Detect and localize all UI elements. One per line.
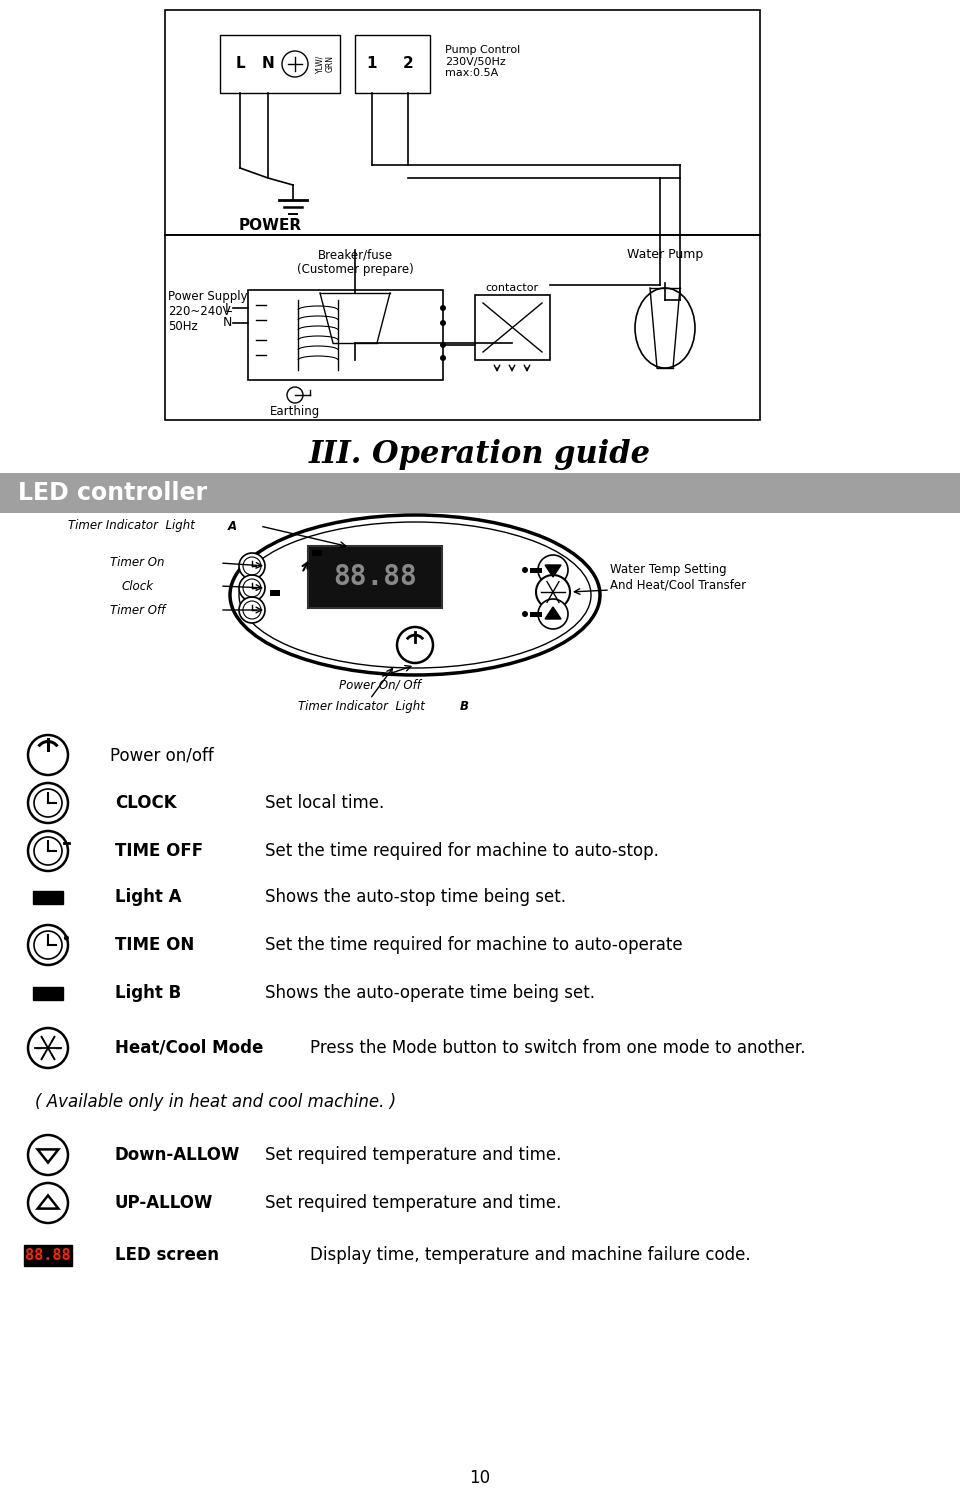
Circle shape [538, 555, 568, 585]
Text: Shows the auto-stop time being set.: Shows the auto-stop time being set. [265, 888, 566, 906]
Text: Water Pump: Water Pump [627, 249, 703, 260]
Text: 1: 1 [367, 57, 377, 72]
Text: Power on/off: Power on/off [110, 746, 214, 763]
Circle shape [239, 575, 265, 600]
Text: Shows the auto-operate time being set.: Shows the auto-operate time being set. [265, 984, 595, 1001]
Text: Set required temperature and time.: Set required temperature and time. [265, 1147, 562, 1165]
Polygon shape [545, 606, 561, 618]
Text: 88.88: 88.88 [25, 1247, 71, 1262]
Bar [530, 612, 542, 617]
Text: L: L [235, 57, 245, 72]
Text: Timer Indicator  Light: Timer Indicator Light [298, 701, 428, 713]
Text: N: N [223, 316, 232, 329]
Bar [312, 549, 322, 555]
Bar [33, 987, 63, 1000]
Text: Earthing: Earthing [270, 406, 320, 418]
Ellipse shape [230, 515, 600, 675]
Text: contactor: contactor [486, 283, 539, 293]
Text: POWER: POWER [238, 217, 301, 232]
Text: Timer Off: Timer Off [110, 603, 165, 617]
FancyBboxPatch shape [308, 546, 442, 608]
Text: LED controller: LED controller [18, 481, 207, 504]
Circle shape [522, 567, 528, 573]
Text: N: N [262, 57, 275, 72]
Text: ( Available only in heat and cool machine. ): ( Available only in heat and cool machin… [35, 1093, 396, 1111]
Text: UP-ALLOW: UP-ALLOW [115, 1195, 213, 1213]
Text: TIME ON: TIME ON [115, 936, 194, 954]
Text: 2: 2 [402, 57, 414, 72]
Text: Power On/ Off: Power On/ Off [339, 678, 420, 692]
Text: L: L [225, 301, 232, 314]
Text: Heat/Cool Mode: Heat/Cool Mode [115, 1039, 263, 1057]
Text: Press the Mode button to switch from one mode to another.: Press the Mode button to switch from one… [310, 1039, 805, 1057]
Bar [24, 1244, 72, 1265]
Circle shape [522, 611, 528, 617]
Text: B: B [460, 701, 469, 713]
Circle shape [239, 552, 265, 579]
Text: 10: 10 [469, 1469, 491, 1487]
Text: Set required temperature and time.: Set required temperature and time. [265, 1195, 562, 1213]
Circle shape [440, 320, 446, 326]
Bar [530, 567, 542, 573]
Text: III. Operation guide: III. Operation guide [309, 440, 651, 470]
Polygon shape [545, 564, 561, 576]
Text: Clock: Clock [122, 579, 154, 593]
Circle shape [538, 599, 568, 629]
Text: Pump Control
230V/50Hz
max:0.5A: Pump Control 230V/50Hz max:0.5A [445, 45, 520, 78]
Text: Timer Indicator  Light: Timer Indicator Light [68, 519, 199, 533]
Bar [33, 891, 63, 904]
Text: Light B: Light B [115, 984, 181, 1001]
Text: Power Supply
220~240V
50Hz: Power Supply 220~240V 50Hz [168, 290, 248, 332]
Text: Breaker/fuse
(Customer prepare): Breaker/fuse (Customer prepare) [297, 249, 414, 275]
Text: LED screen: LED screen [115, 1246, 219, 1263]
Text: Set local time.: Set local time. [265, 793, 384, 811]
Bar [270, 590, 280, 596]
FancyBboxPatch shape [0, 473, 960, 513]
Circle shape [64, 936, 69, 940]
Text: Down-ALLOW: Down-ALLOW [115, 1147, 240, 1165]
Text: Set the time required for machine to auto-stop.: Set the time required for machine to aut… [265, 841, 659, 859]
Text: TIME OFF: TIME OFF [115, 841, 204, 859]
Circle shape [440, 305, 446, 311]
Text: 88.88: 88.88 [333, 563, 417, 591]
Circle shape [440, 341, 446, 347]
Circle shape [536, 575, 570, 609]
Text: Light A: Light A [115, 888, 181, 906]
Circle shape [397, 627, 433, 663]
Text: Water Temp Setting
And Heat/Cool Transfer: Water Temp Setting And Heat/Cool Transfe… [610, 563, 746, 591]
Circle shape [440, 355, 446, 361]
Text: Set the time required for machine to auto-operate: Set the time required for machine to aut… [265, 936, 683, 954]
Text: Display time, temperature and machine failure code.: Display time, temperature and machine fa… [310, 1246, 751, 1263]
Text: Timer On: Timer On [110, 557, 164, 569]
Circle shape [239, 597, 265, 623]
Text: YLW/
GRN: YLW/ GRN [315, 55, 335, 73]
Text: A: A [228, 519, 237, 533]
Text: CLOCK: CLOCK [115, 793, 177, 811]
